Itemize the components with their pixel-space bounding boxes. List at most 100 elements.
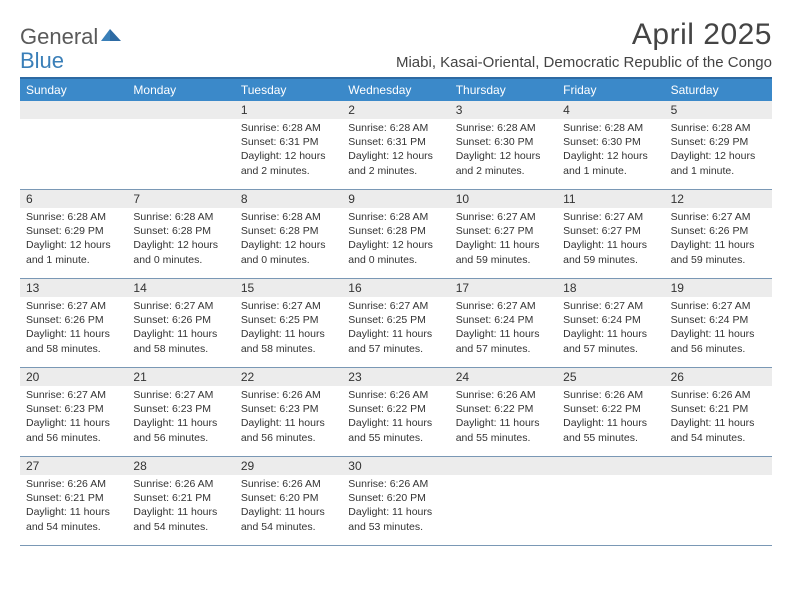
calendar-cell: 18Sunrise: 6:27 AMSunset: 6:24 PMDayligh… <box>557 279 664 367</box>
calendar-cell: 13Sunrise: 6:27 AMSunset: 6:26 PMDayligh… <box>20 279 127 367</box>
sunset-text: Sunset: 6:30 PM <box>563 135 658 149</box>
calendar-cell: 26Sunrise: 6:26 AMSunset: 6:21 PMDayligh… <box>665 368 772 456</box>
day-details: Sunrise: 6:26 AMSunset: 6:20 PMDaylight:… <box>235 475 342 540</box>
day-number: 5 <box>665 101 772 119</box>
logo-text-blue: Blue <box>20 48 64 74</box>
day-details: Sunrise: 6:26 AMSunset: 6:21 PMDaylight:… <box>127 475 234 540</box>
sunrise-text: Sunrise: 6:26 AM <box>26 477 121 491</box>
day-details: Sunrise: 6:28 AMSunset: 6:29 PMDaylight:… <box>665 119 772 184</box>
daylight-text: Daylight: 12 hours and 2 minutes. <box>348 149 443 177</box>
calendar-cell: 2Sunrise: 6:28 AMSunset: 6:31 PMDaylight… <box>342 101 449 189</box>
sunrise-text: Sunrise: 6:26 AM <box>348 388 443 402</box>
day-details: Sunrise: 6:27 AMSunset: 6:26 PMDaylight:… <box>20 297 127 362</box>
daylight-text: Daylight: 12 hours and 1 minute. <box>26 238 121 266</box>
calendar-cell: 24Sunrise: 6:26 AMSunset: 6:22 PMDayligh… <box>450 368 557 456</box>
sunset-text: Sunset: 6:22 PM <box>456 402 551 416</box>
sunrise-text: Sunrise: 6:27 AM <box>348 299 443 313</box>
calendar-cell: 30Sunrise: 6:26 AMSunset: 6:20 PMDayligh… <box>342 457 449 545</box>
day-details: Sunrise: 6:28 AMSunset: 6:28 PMDaylight:… <box>342 208 449 273</box>
daylight-text: Daylight: 11 hours and 55 minutes. <box>456 416 551 444</box>
calendar-week: 1Sunrise: 6:28 AMSunset: 6:31 PMDaylight… <box>20 101 772 190</box>
calendar-week: 6Sunrise: 6:28 AMSunset: 6:29 PMDaylight… <box>20 190 772 279</box>
calendar-cell: 6Sunrise: 6:28 AMSunset: 6:29 PMDaylight… <box>20 190 127 278</box>
sunrise-text: Sunrise: 6:28 AM <box>348 121 443 135</box>
daylight-text: Daylight: 12 hours and 0 minutes. <box>133 238 228 266</box>
calendar-cell: 21Sunrise: 6:27 AMSunset: 6:23 PMDayligh… <box>127 368 234 456</box>
sunset-text: Sunset: 6:29 PM <box>671 135 766 149</box>
day-details: Sunrise: 6:26 AMSunset: 6:21 PMDaylight:… <box>665 386 772 451</box>
daylight-text: Daylight: 11 hours and 54 minutes. <box>133 505 228 533</box>
day-number <box>450 457 557 475</box>
calendar-cell-blank <box>20 101 127 189</box>
day-number: 3 <box>450 101 557 119</box>
daylight-text: Daylight: 11 hours and 58 minutes. <box>133 327 228 355</box>
sunrise-text: Sunrise: 6:28 AM <box>241 121 336 135</box>
sunrise-text: Sunrise: 6:27 AM <box>133 299 228 313</box>
day-number: 9 <box>342 190 449 208</box>
daylight-text: Daylight: 11 hours and 58 minutes. <box>26 327 121 355</box>
day-details: Sunrise: 6:27 AMSunset: 6:25 PMDaylight:… <box>342 297 449 362</box>
day-details: Sunrise: 6:26 AMSunset: 6:22 PMDaylight:… <box>342 386 449 451</box>
calendar-cell-blank <box>665 457 772 545</box>
calendar-cell: 4Sunrise: 6:28 AMSunset: 6:30 PMDaylight… <box>557 101 664 189</box>
weekday-header: Wednesday <box>342 79 449 101</box>
day-details: Sunrise: 6:27 AMSunset: 6:27 PMDaylight:… <box>450 208 557 273</box>
daylight-text: Daylight: 12 hours and 0 minutes. <box>241 238 336 266</box>
sunset-text: Sunset: 6:27 PM <box>456 224 551 238</box>
day-number: 18 <box>557 279 664 297</box>
daylight-text: Daylight: 11 hours and 56 minutes. <box>133 416 228 444</box>
sunset-text: Sunset: 6:25 PM <box>348 313 443 327</box>
sunset-text: Sunset: 6:22 PM <box>348 402 443 416</box>
daylight-text: Daylight: 11 hours and 56 minutes. <box>26 416 121 444</box>
day-details: Sunrise: 6:28 AMSunset: 6:29 PMDaylight:… <box>20 208 127 273</box>
sunset-text: Sunset: 6:28 PM <box>133 224 228 238</box>
day-number: 14 <box>127 279 234 297</box>
calendar-cell: 29Sunrise: 6:26 AMSunset: 6:20 PMDayligh… <box>235 457 342 545</box>
daylight-text: Daylight: 11 hours and 59 minutes. <box>671 238 766 266</box>
sunset-text: Sunset: 6:20 PM <box>348 491 443 505</box>
day-details: Sunrise: 6:26 AMSunset: 6:22 PMDaylight:… <box>557 386 664 451</box>
sunset-text: Sunset: 6:31 PM <box>241 135 336 149</box>
daylight-text: Daylight: 11 hours and 58 minutes. <box>241 327 336 355</box>
sunset-text: Sunset: 6:26 PM <box>26 313 121 327</box>
page-title: April 2025 <box>396 18 772 52</box>
sunset-text: Sunset: 6:26 PM <box>671 224 766 238</box>
calendar-cell: 19Sunrise: 6:27 AMSunset: 6:24 PMDayligh… <box>665 279 772 367</box>
day-number: 7 <box>127 190 234 208</box>
daylight-text: Daylight: 11 hours and 55 minutes. <box>563 416 658 444</box>
day-number: 29 <box>235 457 342 475</box>
day-number: 10 <box>450 190 557 208</box>
calendar-cell: 12Sunrise: 6:27 AMSunset: 6:26 PMDayligh… <box>665 190 772 278</box>
day-details: Sunrise: 6:27 AMSunset: 6:26 PMDaylight:… <box>127 297 234 362</box>
sunset-text: Sunset: 6:25 PM <box>241 313 336 327</box>
calendar-cell: 11Sunrise: 6:27 AMSunset: 6:27 PMDayligh… <box>557 190 664 278</box>
sunset-text: Sunset: 6:24 PM <box>456 313 551 327</box>
sunrise-text: Sunrise: 6:26 AM <box>241 477 336 491</box>
day-details: Sunrise: 6:28 AMSunset: 6:31 PMDaylight:… <box>342 119 449 184</box>
sunset-text: Sunset: 6:21 PM <box>671 402 766 416</box>
weekday-header: Monday <box>127 79 234 101</box>
day-number <box>20 101 127 119</box>
sunrise-text: Sunrise: 6:28 AM <box>671 121 766 135</box>
calendar-week: 13Sunrise: 6:27 AMSunset: 6:26 PMDayligh… <box>20 279 772 368</box>
title-block: April 2025 Miabi, Kasai-Oriental, Democr… <box>396 18 772 71</box>
sunrise-text: Sunrise: 6:26 AM <box>456 388 551 402</box>
weekday-header: Tuesday <box>235 79 342 101</box>
sunset-text: Sunset: 6:31 PM <box>348 135 443 149</box>
sunrise-text: Sunrise: 6:26 AM <box>133 477 228 491</box>
calendar-cell: 5Sunrise: 6:28 AMSunset: 6:29 PMDaylight… <box>665 101 772 189</box>
day-details: Sunrise: 6:26 AMSunset: 6:22 PMDaylight:… <box>450 386 557 451</box>
sunset-text: Sunset: 6:24 PM <box>671 313 766 327</box>
daylight-text: Daylight: 12 hours and 2 minutes. <box>241 149 336 177</box>
day-number: 6 <box>20 190 127 208</box>
day-number: 23 <box>342 368 449 386</box>
calendar-cell: 3Sunrise: 6:28 AMSunset: 6:30 PMDaylight… <box>450 101 557 189</box>
sunset-text: Sunset: 6:28 PM <box>241 224 336 238</box>
day-details: Sunrise: 6:26 AMSunset: 6:21 PMDaylight:… <box>20 475 127 540</box>
day-number <box>127 101 234 119</box>
day-details: Sunrise: 6:27 AMSunset: 6:24 PMDaylight:… <box>557 297 664 362</box>
day-number: 25 <box>557 368 664 386</box>
sunrise-text: Sunrise: 6:27 AM <box>563 210 658 224</box>
day-details: Sunrise: 6:28 AMSunset: 6:28 PMDaylight:… <box>127 208 234 273</box>
day-number: 1 <box>235 101 342 119</box>
